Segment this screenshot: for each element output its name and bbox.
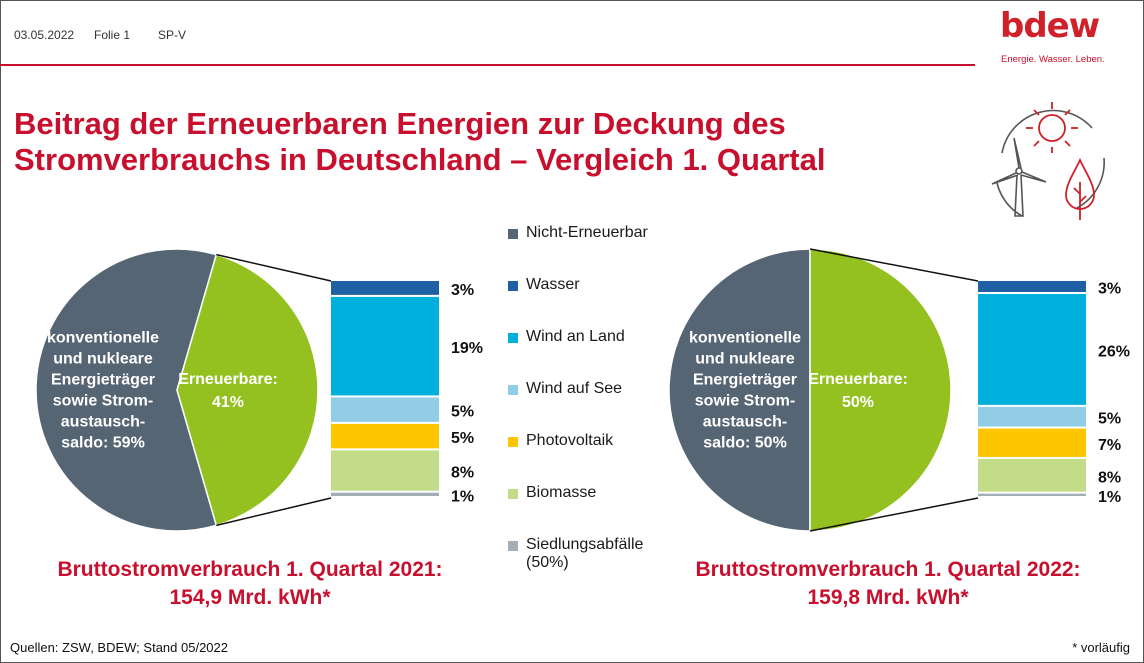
bar-value-label: 5% <box>1098 411 1121 428</box>
pie-slice-nicht-erneuerbar <box>668 248 811 532</box>
pie-label-line: sowie Strom- <box>695 393 795 410</box>
legend-item-wind-an-land: Wind an Land <box>508 328 625 346</box>
total-2021-line2: 154,9 Mrd. kWh* <box>169 586 331 609</box>
pie-slice-nicht-erneuerbar <box>35 248 218 532</box>
total-2022-line2: 159,8 Mrd. kWh* <box>807 586 969 609</box>
bar-segment-photovoltaik <box>331 423 439 449</box>
breakdown-bar-2021: 3% 19% 5% 5% 8% 1% <box>331 281 483 505</box>
bar-value-label: 19% <box>451 340 483 357</box>
bdew-logo: bdew <box>1000 6 1100 46</box>
pie-label-line: und nukleare <box>53 351 153 368</box>
total-2021-line1: Bruttostromverbrauch 1. Quartal 2021: <box>57 558 443 581</box>
source-note: Quellen: ZSW, BDEW; Stand 05/2022 <box>10 640 228 655</box>
legend-label: Wasser <box>526 276 580 293</box>
pie-label-line: Energieträger <box>693 372 797 389</box>
bar-value-label: 26% <box>1098 343 1130 360</box>
pie-label-line: 41% <box>212 394 244 411</box>
bar-segment-wind-auf-see <box>978 406 1086 427</box>
bar-value-label: 5% <box>451 404 474 421</box>
slide-number: Folie 1 <box>94 28 131 42</box>
logo-tagline: Energie. Wasser. Leben. <box>1001 54 1105 65</box>
bar-segment-biomasse <box>331 450 439 491</box>
legend-swatch <box>508 489 518 499</box>
bar-value-label: 1% <box>1098 489 1121 506</box>
pie-label-renewable: Erneuerbare: 41% <box>178 371 278 411</box>
legend-label-group: Siedlungsabfälle (50%) <box>526 536 643 572</box>
pie-label-conventional: konventionelle und nukleare Energieträger s… <box>47 330 159 452</box>
title-line-1: Beitrag der Erneuerbaren Energien zur De… <box>14 106 786 141</box>
title-line-2: Stromverbrauchs in Deutschland – Verglei… <box>14 142 826 177</box>
legend-swatch <box>508 437 518 447</box>
legend-swatch <box>508 333 518 343</box>
pie-label-line: konventionelle <box>689 330 801 347</box>
pie-label-line: saldo: 59% <box>61 435 145 452</box>
legend-item-wasser: Wasser <box>508 276 580 294</box>
bar-segment-wind-auf-see <box>331 397 439 422</box>
legend-swatch <box>508 541 518 551</box>
legend-label: Wind an Land <box>526 328 625 345</box>
bar-segment-photovoltaik <box>978 428 1086 457</box>
connector-line-top <box>216 253 332 282</box>
breakdown-bar-2022: 3% 26% 5% 7% 8% 1% <box>978 281 1130 506</box>
legend-item-wind-auf-see: Wind auf See <box>508 380 622 398</box>
pie-label-line: Energieträger <box>51 372 155 389</box>
legend-label: Siedlungsabfälle <box>526 536 644 553</box>
slide-code: SP-V <box>158 28 187 42</box>
pie-label-conventional: konventionelle und nukleare Energieträger s… <box>689 330 801 452</box>
legend-item-siedlungsabfaelle: Siedlungsabfälle (50%) <box>508 536 643 572</box>
total-2022: Bruttostromverbrauch 1. Quartal 2022: 15… <box>658 556 1118 612</box>
bar-segment-wind-an-land <box>978 294 1086 405</box>
total-2021: Bruttostromverbrauch 1. Quartal 2021: 15… <box>20 556 480 612</box>
legend-item-biomasse: Biomasse <box>508 484 596 502</box>
pie-label-line: austausch- <box>703 414 787 431</box>
bar-segment-siedlungsabf-lle <box>978 493 1086 496</box>
connector-line-bottom <box>809 497 979 532</box>
pie-label-renewable: Erneuerbare: 50% <box>808 371 908 411</box>
pie-chart-2022: konventionelle und nukleare Energieträger s… <box>668 248 979 532</box>
pie-label-line: sowie Strom- <box>53 393 153 410</box>
bar-value-label: 8% <box>1098 469 1121 486</box>
pie-label-line: saldo: 50% <box>703 435 787 452</box>
pie-label-line: konventionelle <box>47 330 159 347</box>
bar-value-label: 3% <box>451 282 474 299</box>
bar-value-label: 5% <box>451 430 474 447</box>
bar-segment-wind-an-land <box>331 296 439 396</box>
footnote: * vorläufig <box>1072 640 1130 655</box>
legend-label: Nicht-Erneuerbar <box>526 224 648 241</box>
pie-label-line: Erneuerbare: <box>808 371 908 388</box>
total-2022-line1: Bruttostromverbrauch 1. Quartal 2022: <box>695 558 1081 581</box>
pie-chart-2021: konventionelle und nukleare Energieträger s… <box>35 248 332 532</box>
bar-segment-siedlungsabf-lle <box>331 492 439 496</box>
bar-segment-wasser <box>978 281 1086 293</box>
bar-segment-wasser <box>331 281 439 295</box>
pie-label-line: Erneuerbare: <box>178 371 278 388</box>
renewable-energy-icon <box>991 102 1105 220</box>
connector-line-bottom <box>216 497 332 527</box>
legend-item-nicht-erneuerbar: Nicht-Erneuerbar <box>508 224 648 242</box>
pie-label-line: und nukleare <box>695 351 795 368</box>
bar-value-label: 3% <box>1098 281 1121 298</box>
connector-line-top <box>809 248 979 282</box>
page-title: Beitrag der Erneuerbaren Energien zur De… <box>14 106 914 178</box>
legend-swatch <box>508 385 518 395</box>
bar-segment-biomasse <box>978 458 1086 492</box>
pie-label-line: austausch- <box>61 414 145 431</box>
legend-label: Photovoltaik <box>526 432 614 449</box>
legend-swatch <box>508 281 518 291</box>
bar-value-label: 1% <box>451 488 474 505</box>
legend-item-photovoltaik: Photovoltaik <box>508 432 613 450</box>
legend-label: Wind auf See <box>526 380 623 397</box>
legend-swatch <box>508 229 518 239</box>
legend-label: Biomasse <box>526 484 597 501</box>
date-label: 03.05.2022 <box>14 28 75 42</box>
pie-slice-erneuerbar <box>809 248 952 532</box>
bar-value-label: 7% <box>1098 437 1121 454</box>
header-divider <box>0 64 975 66</box>
bar-value-label: 8% <box>451 465 474 482</box>
pie-label-line: 50% <box>842 394 874 411</box>
legend-label-note: (50%) <box>526 554 569 571</box>
pie-slice-erneuerbar <box>176 253 319 527</box>
